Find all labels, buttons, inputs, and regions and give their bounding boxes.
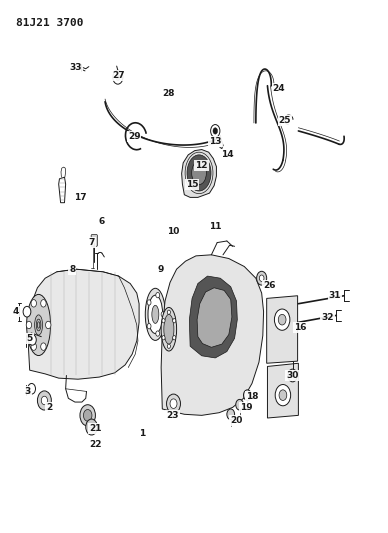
Polygon shape [189,276,237,358]
Text: 30: 30 [286,371,299,380]
Ellipse shape [192,161,206,184]
Text: 12: 12 [196,161,208,170]
Circle shape [275,384,291,406]
Circle shape [259,275,264,281]
Circle shape [147,324,151,329]
Circle shape [113,70,123,84]
Circle shape [167,310,170,314]
Text: 1: 1 [139,430,145,439]
Circle shape [28,383,35,394]
Ellipse shape [148,295,163,334]
Circle shape [147,300,151,305]
Ellipse shape [35,315,43,335]
Ellipse shape [27,294,50,356]
Text: 23: 23 [166,411,179,420]
Circle shape [279,390,287,400]
Circle shape [288,369,297,382]
Text: 24: 24 [273,84,285,93]
Text: 2: 2 [46,403,52,412]
Text: 15: 15 [186,180,198,189]
Circle shape [256,271,267,285]
Text: 27: 27 [112,70,125,79]
Circle shape [29,335,36,345]
Circle shape [162,319,165,323]
Ellipse shape [37,322,40,328]
Circle shape [41,300,46,307]
Text: 13: 13 [209,137,222,146]
Circle shape [211,125,220,138]
Polygon shape [267,296,298,364]
Ellipse shape [152,305,159,324]
Circle shape [173,336,176,340]
Text: 7: 7 [88,238,95,247]
Circle shape [167,344,170,349]
Text: 17: 17 [74,193,86,202]
Circle shape [213,128,218,134]
FancyBboxPatch shape [91,235,97,246]
Circle shape [31,343,36,350]
Text: 31: 31 [329,291,341,300]
Text: 21: 21 [89,424,102,433]
Ellipse shape [145,288,165,341]
Text: 29: 29 [128,132,140,141]
Text: 3: 3 [24,387,31,396]
Circle shape [161,312,165,317]
Text: 25: 25 [279,116,291,125]
Circle shape [37,391,51,410]
Circle shape [236,399,244,410]
Text: 32: 32 [321,312,334,321]
Circle shape [45,321,51,329]
Circle shape [156,293,159,298]
Text: 8: 8 [69,265,75,273]
Circle shape [166,394,180,413]
Text: 28: 28 [163,89,175,98]
Circle shape [274,309,290,330]
Polygon shape [197,288,232,348]
Polygon shape [182,150,217,197]
Text: 4: 4 [12,307,19,316]
Text: 10: 10 [166,228,179,237]
Ellipse shape [36,319,41,331]
Text: 81J21 3700: 81J21 3700 [16,18,84,28]
Circle shape [41,343,46,350]
Text: 11: 11 [209,222,222,231]
Circle shape [23,306,31,317]
Circle shape [86,419,97,435]
Polygon shape [29,269,139,379]
Circle shape [173,319,176,323]
Text: 26: 26 [263,280,275,289]
Circle shape [26,321,32,329]
Ellipse shape [187,155,211,191]
Circle shape [80,405,95,426]
Circle shape [278,314,286,325]
Text: 33: 33 [70,63,82,71]
Text: 18: 18 [246,392,258,401]
Circle shape [244,390,251,400]
Text: 20: 20 [230,416,243,425]
Text: 19: 19 [240,403,253,412]
Polygon shape [59,177,66,203]
Polygon shape [161,255,263,415]
Text: 16: 16 [294,323,307,332]
Circle shape [162,336,165,340]
Ellipse shape [164,314,174,344]
Text: 14: 14 [220,150,233,159]
Text: 9: 9 [158,265,165,273]
Circle shape [156,331,159,336]
Circle shape [227,409,235,419]
Circle shape [116,74,120,80]
Circle shape [41,396,47,405]
Ellipse shape [161,308,177,351]
Polygon shape [267,364,298,418]
Circle shape [31,300,36,307]
Circle shape [170,399,177,408]
Circle shape [83,409,92,421]
Text: 22: 22 [89,440,102,449]
Text: 5: 5 [26,334,33,343]
Text: 6: 6 [98,217,104,226]
